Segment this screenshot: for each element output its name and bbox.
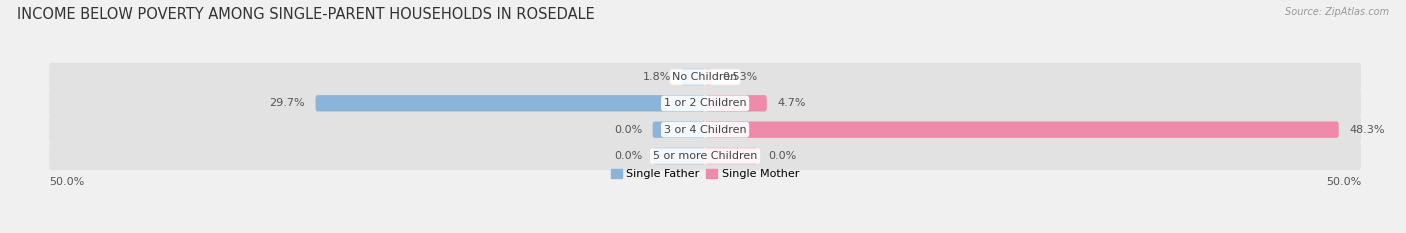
FancyBboxPatch shape	[315, 95, 706, 112]
FancyBboxPatch shape	[706, 121, 1339, 138]
Text: 1 or 2 Children: 1 or 2 Children	[664, 98, 747, 108]
Text: 50.0%: 50.0%	[49, 177, 84, 187]
Text: 1.8%: 1.8%	[643, 72, 671, 82]
Text: 3 or 4 Children: 3 or 4 Children	[664, 125, 747, 135]
Text: 0.0%: 0.0%	[614, 151, 643, 161]
FancyBboxPatch shape	[706, 148, 758, 164]
FancyBboxPatch shape	[49, 116, 1361, 144]
Text: 0.0%: 0.0%	[614, 125, 643, 135]
Text: 5 or more Children: 5 or more Children	[652, 151, 758, 161]
FancyBboxPatch shape	[49, 89, 1361, 117]
FancyBboxPatch shape	[706, 95, 766, 112]
FancyBboxPatch shape	[652, 121, 706, 138]
Text: No Children: No Children	[672, 72, 738, 82]
Legend: Single Father, Single Mother: Single Father, Single Mother	[609, 166, 801, 181]
FancyBboxPatch shape	[652, 148, 706, 164]
Text: 0.0%: 0.0%	[768, 151, 796, 161]
FancyBboxPatch shape	[49, 142, 1361, 170]
FancyBboxPatch shape	[682, 69, 706, 85]
Text: 29.7%: 29.7%	[270, 98, 305, 108]
FancyBboxPatch shape	[706, 69, 711, 85]
FancyBboxPatch shape	[49, 63, 1361, 91]
Text: INCOME BELOW POVERTY AMONG SINGLE-PARENT HOUSEHOLDS IN ROSEDALE: INCOME BELOW POVERTY AMONG SINGLE-PARENT…	[17, 7, 595, 22]
Text: 50.0%: 50.0%	[1326, 177, 1361, 187]
Text: 48.3%: 48.3%	[1350, 125, 1385, 135]
Text: Source: ZipAtlas.com: Source: ZipAtlas.com	[1285, 7, 1389, 17]
Text: 0.53%: 0.53%	[723, 72, 758, 82]
Text: 4.7%: 4.7%	[778, 98, 806, 108]
